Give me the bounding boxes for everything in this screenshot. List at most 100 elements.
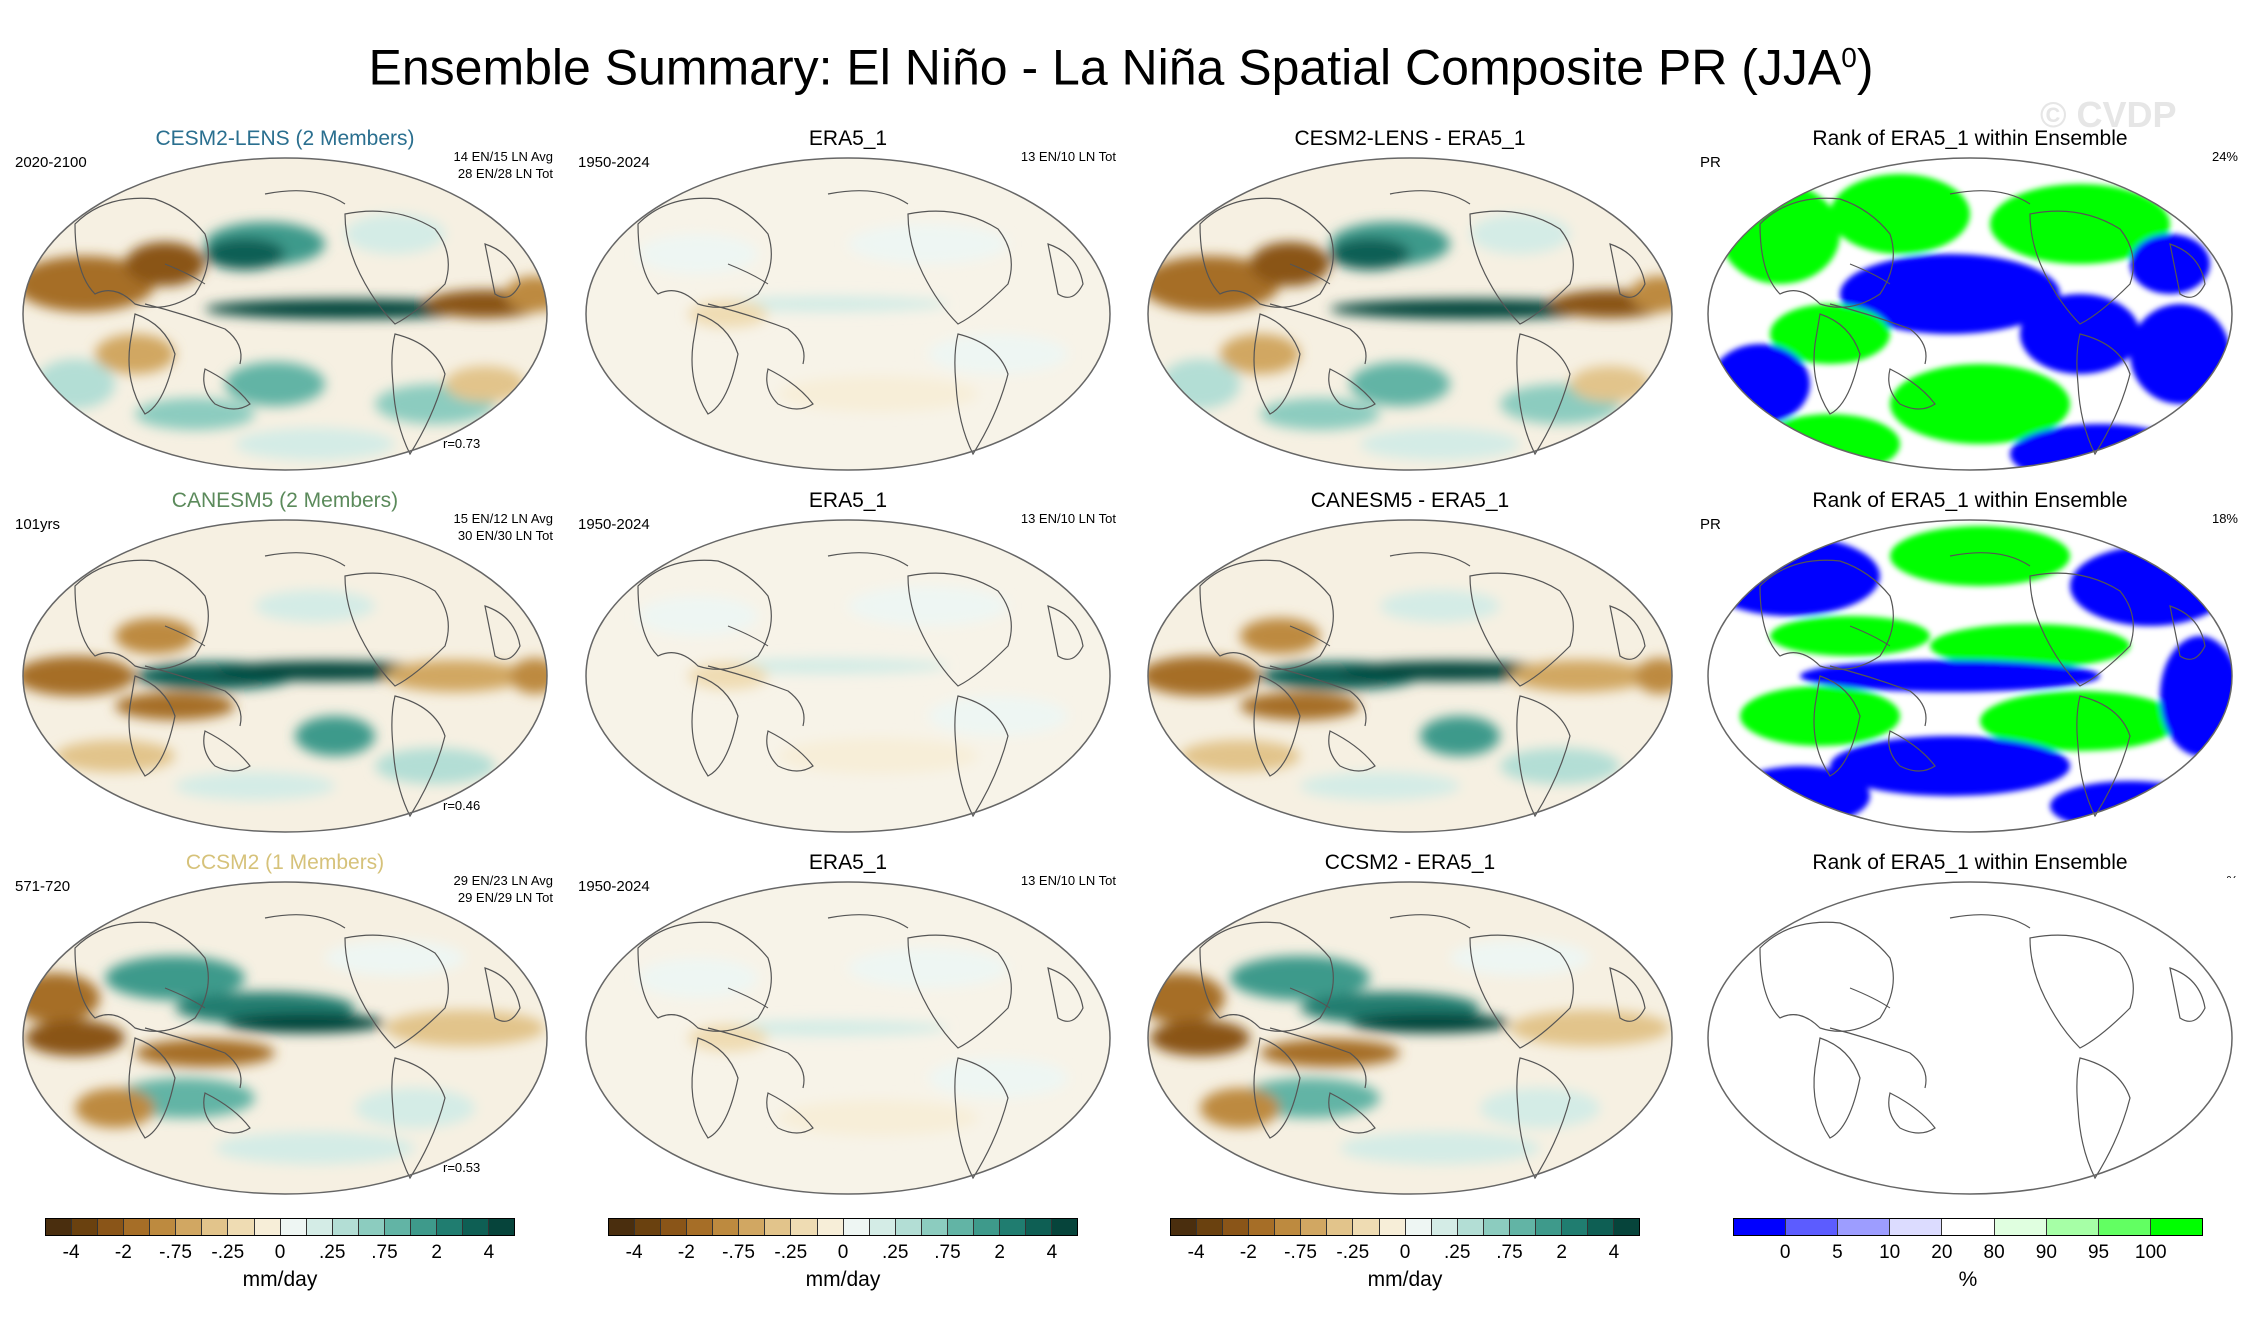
colorbar-swatch bbox=[332, 1219, 359, 1235]
colorbar-unit: mm/day bbox=[1367, 1268, 1443, 1291]
colorbar-swatch bbox=[46, 1219, 73, 1235]
panel-title: CESM2-LENS (2 Members) bbox=[155, 127, 415, 150]
colorbar-swatch bbox=[2046, 1219, 2099, 1235]
colorbar-tick-label: -.75 bbox=[722, 1242, 755, 1263]
panel-stats: 14 EN/15 LN Avg 28 EN/28 LN Tot bbox=[453, 149, 554, 181]
panel-title: Rank of ERA5_1 within Ensemble bbox=[1812, 851, 2128, 874]
colorbar-tick-label: 90 bbox=[2035, 1242, 2057, 1263]
panel-row1-model: CESM2-LENS (2 Members) 2020-2100 14 EN/1… bbox=[15, 126, 555, 478]
colorbar-swatch bbox=[895, 1219, 922, 1235]
colorbar-tick-label: 4 bbox=[1046, 1242, 1058, 1263]
panel-row2-rank: Rank of ERA5_1 within Ensemble PR 18% bbox=[1700, 488, 2240, 840]
colorbar-tick-label: -.25 bbox=[211, 1242, 245, 1263]
panel-variable: PR bbox=[1700, 154, 1721, 171]
map-strong bbox=[1140, 878, 1680, 1202]
colorbar-swatch bbox=[1994, 1219, 2047, 1235]
map-rank bbox=[1700, 154, 2240, 478]
panel-title: Rank of ERA5_1 within Ensemble bbox=[1812, 127, 2128, 150]
panel-row1-diff: CESM2-LENS - ERA5_1 bbox=[1140, 126, 1680, 478]
colorbar-tick-label: 100 bbox=[2134, 1242, 2167, 1263]
panel-stats: 13 EN/10 LN Tot bbox=[1020, 873, 1116, 888]
panel-row3-model: CCSM2 (1 Members) 571-720 29 EN/23 LN Av… bbox=[15, 850, 555, 1202]
colorbar-swatch bbox=[1890, 1219, 1943, 1235]
colorbar-tick-label: .75 bbox=[1496, 1242, 1523, 1263]
colorbar-swatches bbox=[1733, 1218, 2203, 1236]
colorbar-swatch bbox=[228, 1219, 255, 1235]
colorbar-swatch bbox=[687, 1219, 714, 1235]
panel-row3-obs: ERA5_1 1950-2024 13 EN/10 LN Tot bbox=[578, 850, 1118, 1202]
colorbar-tick-label: 20 bbox=[1931, 1242, 1953, 1263]
panel-row2-model: CANESM5 (2 Members) 101yrs 15 EN/12 LN A… bbox=[15, 488, 555, 840]
map-weak bbox=[578, 154, 1118, 478]
colorbar-swatch bbox=[306, 1219, 333, 1235]
map-strong bbox=[1140, 516, 1680, 840]
colorbar-pr-1: -4 -2 -.75 -.25 0 .25 .75 2 4 mm/day bbox=[45, 1218, 515, 1308]
colorbar-swatch bbox=[463, 1219, 490, 1235]
colorbar-swatch bbox=[1535, 1219, 1562, 1235]
colorbar-tick-label: 2 bbox=[994, 1242, 1005, 1263]
colorbar-tick-label: -4 bbox=[62, 1242, 80, 1263]
colorbar-swatch bbox=[635, 1219, 662, 1235]
colorbar-swatch bbox=[817, 1219, 844, 1235]
colorbar-swatch bbox=[254, 1219, 281, 1235]
colorbar-tick-label: 10 bbox=[1879, 1242, 1901, 1263]
colorbar-swatch bbox=[609, 1219, 636, 1235]
colorbar-swatch bbox=[2150, 1219, 2202, 1235]
colorbar-swatch bbox=[1353, 1219, 1380, 1235]
colorbar-swatch bbox=[739, 1219, 766, 1235]
map-strong bbox=[1140, 154, 1680, 478]
colorbar-tick-label: -.75 bbox=[1284, 1242, 1317, 1263]
panel-row2-diff: CANESM5 - ERA5_1 bbox=[1140, 488, 1680, 840]
map-rank-empty bbox=[1700, 878, 2240, 1202]
colorbar-swatch bbox=[1588, 1219, 1615, 1235]
colorbar-tick-label: -2 bbox=[1239, 1242, 1257, 1263]
panel-correlation: r=0.46 bbox=[443, 798, 481, 813]
colorbar-swatches bbox=[608, 1218, 1078, 1236]
panel-title: CCSM2 - ERA5_1 bbox=[1324, 851, 1496, 874]
panel-variable: PR bbox=[1700, 516, 1721, 533]
panel-period: 1950-2024 bbox=[578, 878, 650, 895]
colorbar-swatch bbox=[973, 1219, 1000, 1235]
colorbar-swatch bbox=[1275, 1219, 1302, 1235]
panel-title: ERA5_1 bbox=[808, 127, 888, 150]
panel-stats: 15 EN/12 LN Avg 30 EN/30 LN Tot bbox=[453, 511, 554, 543]
colorbar-swatch bbox=[999, 1219, 1026, 1235]
colorbar-swatch bbox=[1052, 1219, 1078, 1235]
panel-title: CANESM5 - ERA5_1 bbox=[1310, 489, 1510, 512]
panel-rank-percent: 18% bbox=[2211, 511, 2238, 526]
colorbar-swatch bbox=[358, 1219, 385, 1235]
colorbar-swatch bbox=[713, 1219, 740, 1235]
colorbar-unit: % bbox=[1958, 1268, 1978, 1291]
cvdp-watermark: © CVDP bbox=[2040, 94, 2177, 135]
panel-stats: 13 EN/10 LN Tot bbox=[1020, 149, 1116, 164]
map-weak bbox=[578, 878, 1118, 1202]
panel-title: CCSM2 (1 Members) bbox=[185, 851, 385, 874]
colorbar-swatch bbox=[150, 1219, 177, 1235]
colorbar-swatch bbox=[436, 1219, 463, 1235]
colorbar-swatch bbox=[1026, 1219, 1053, 1235]
colorbar-swatch bbox=[791, 1219, 818, 1235]
colorbar-tick-label: -2 bbox=[677, 1242, 695, 1263]
colorbar-swatch bbox=[1483, 1219, 1510, 1235]
colorbar-swatch bbox=[1561, 1219, 1588, 1235]
colorbar-swatch bbox=[124, 1219, 151, 1235]
colorbar-swatch bbox=[1301, 1219, 1328, 1235]
colorbar-rank: 0 5 10 20 80 90 95 100% bbox=[1733, 1218, 2203, 1308]
colorbar-swatch bbox=[661, 1219, 688, 1235]
colorbar-swatch bbox=[489, 1219, 515, 1235]
colorbar-unit: mm/day bbox=[242, 1268, 318, 1291]
panel-row3-diff: CCSM2 - ERA5_1 bbox=[1140, 850, 1680, 1202]
colorbar-swatches bbox=[45, 1218, 515, 1236]
panel-period: 101yrs bbox=[15, 516, 61, 533]
colorbar-tick-label: .25 bbox=[319, 1242, 346, 1263]
colorbar-swatch bbox=[1379, 1219, 1406, 1235]
colorbar-swatch bbox=[176, 1219, 203, 1235]
colorbar-swatch bbox=[843, 1219, 870, 1235]
panel-rank-percent: 24% bbox=[2211, 149, 2238, 164]
colorbar-tick-label: -4 bbox=[625, 1242, 643, 1263]
colorbar-swatch bbox=[2098, 1219, 2151, 1235]
colorbar-swatch bbox=[1838, 1219, 1891, 1235]
colorbar-tick-label: .75 bbox=[934, 1242, 961, 1263]
colorbar-swatch bbox=[1457, 1219, 1484, 1235]
colorbar-swatch bbox=[410, 1219, 437, 1235]
